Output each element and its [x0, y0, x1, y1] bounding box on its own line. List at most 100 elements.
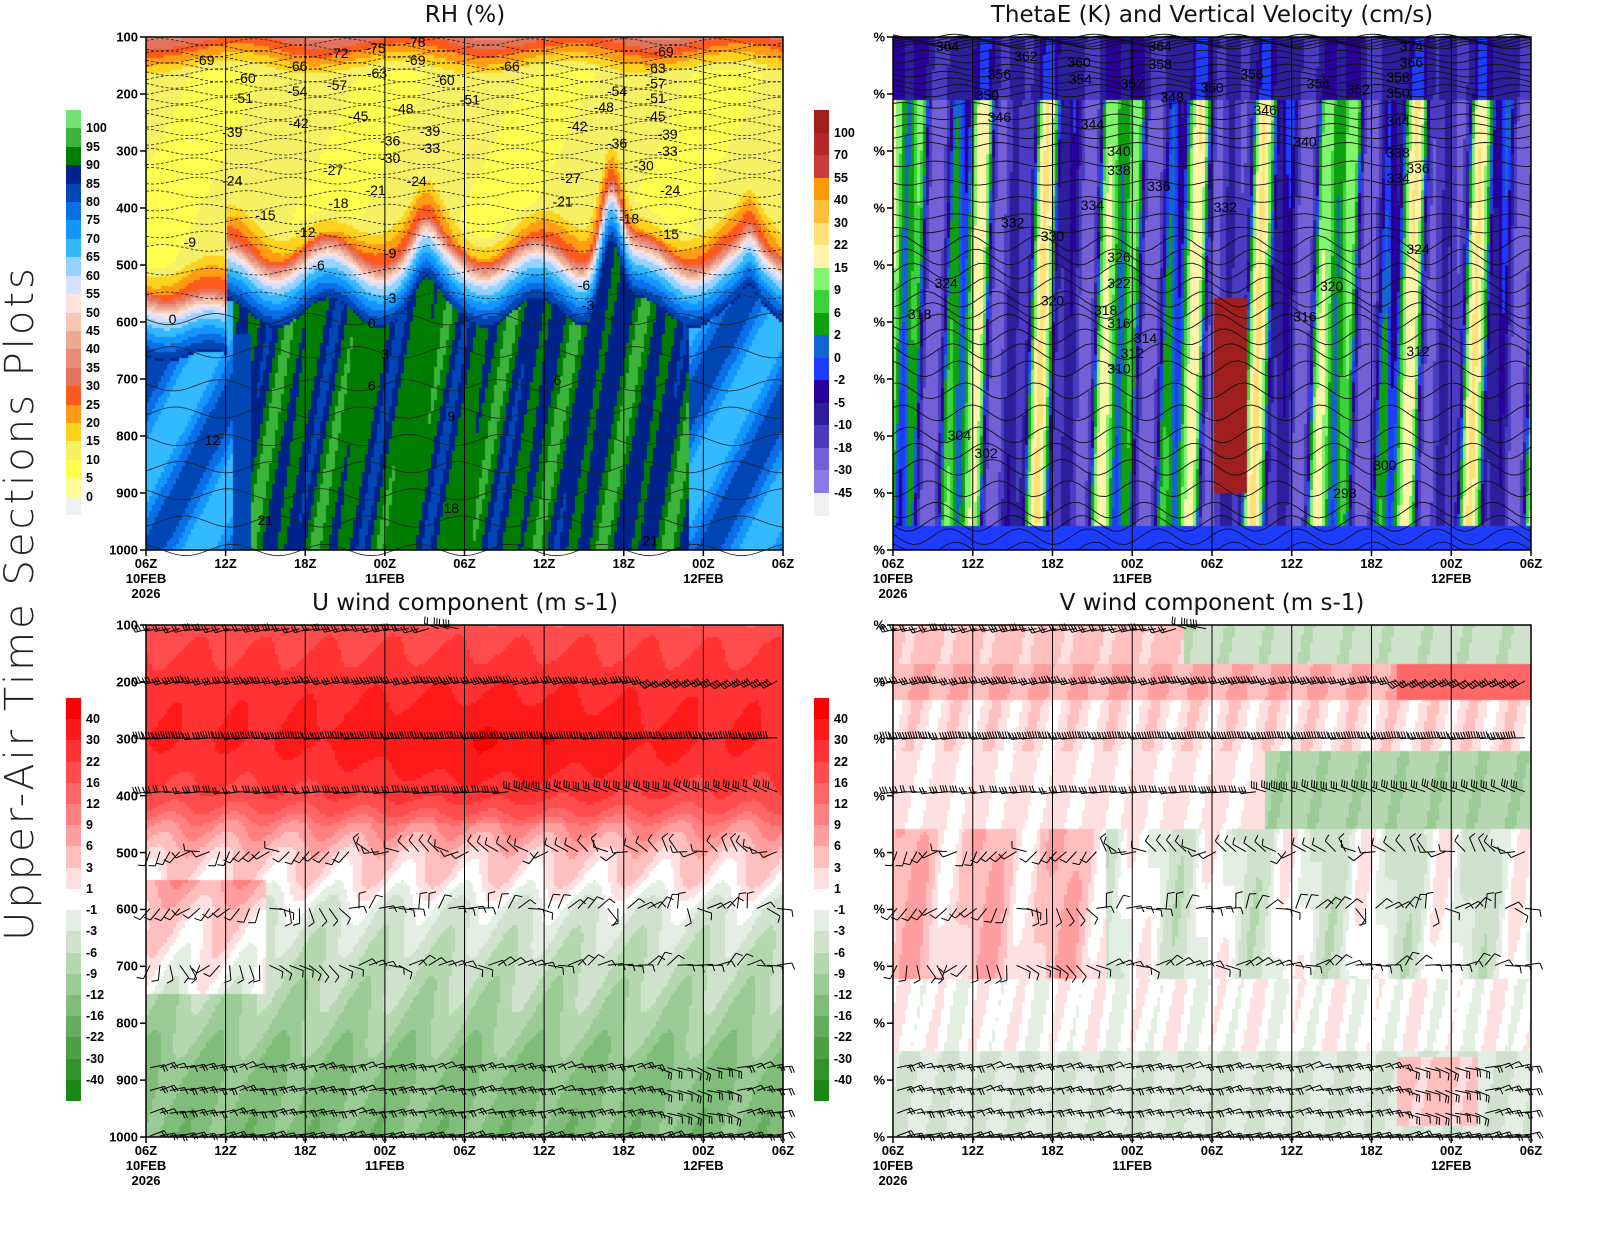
wind-barb [1218, 785, 1236, 793]
wind-barb [709, 731, 728, 740]
colorbar-rh: 100 95 90 85 80 75 70 65 60 55 50 45 40 35 30 25 20 15 10 5… [66, 110, 107, 516]
wind-barb [497, 893, 509, 909]
wind-barb [1097, 676, 1117, 686]
wind-barb [1325, 954, 1343, 966]
wind-barb [1305, 1084, 1325, 1092]
pressure-axis-label: 400 [116, 788, 138, 804]
wind-barb [642, 779, 658, 793]
wind-barb [1235, 1087, 1255, 1095]
wind-barb [1237, 786, 1256, 795]
wind-barb [1477, 833, 1486, 852]
wind-barb [199, 1109, 219, 1117]
wind-barb [1287, 731, 1306, 740]
wind-barb [1066, 1109, 1085, 1118]
wind-barb [1415, 1067, 1431, 1079]
wind-barb [1375, 964, 1393, 974]
colorbar-label: 1 [86, 881, 93, 896]
wind-barb [1494, 891, 1503, 909]
colorbar-label: 40 [834, 193, 848, 207]
wind-barb [514, 838, 529, 853]
wind-barb [729, 731, 748, 739]
colorbar-label: 3 [86, 860, 93, 875]
date-label: 10FEB [125, 1158, 167, 1173]
wind-barb [590, 731, 608, 740]
wind-barb [251, 731, 270, 739]
wind-barb [1115, 894, 1131, 909]
colorbar-vwind: 40 30 22 16 12 9 6 3 1 -1 -3 -6 -9 -12 -16 -22 -30 -40 [814, 698, 852, 1102]
wind-barb [1011, 840, 1027, 853]
wind-barb [1315, 1087, 1334, 1096]
colorbar-label: -9 [86, 966, 98, 981]
wind-barb [936, 1086, 956, 1094]
contour-label: 338 [1386, 145, 1410, 161]
wind-barb [388, 906, 407, 914]
contour-label: 350 [976, 87, 1000, 103]
wind-barb [1415, 1090, 1431, 1102]
wind-barb [1026, 907, 1042, 920]
wind-barb [381, 785, 399, 794]
wind-barb [1377, 731, 1396, 740]
wind-barb [309, 1063, 328, 1070]
wind-barb [251, 676, 270, 685]
wind-barb [1144, 834, 1157, 852]
wind-barb [687, 1090, 702, 1104]
wind-barb [149, 1085, 169, 1094]
colorbar-label: 15 [834, 260, 848, 275]
wind-barb [280, 676, 300, 686]
contour-label: -75 [365, 40, 385, 56]
wind-barb [650, 731, 668, 739]
wind-barb [450, 851, 469, 860]
year-label: 2026 [131, 1173, 161, 1188]
contour-label: -60 [434, 72, 454, 88]
wind-barb [564, 837, 579, 853]
pressure-axis-label: 200 [116, 86, 138, 102]
wind-barb [189, 1063, 209, 1072]
wind-barb [1048, 786, 1067, 794]
wind-barb [968, 676, 987, 685]
wind-barb [1278, 731, 1296, 739]
wind-barb [448, 905, 467, 913]
pressure-axis-label: 600 [116, 314, 138, 330]
wind-barb [1198, 731, 1217, 739]
contour-label: -42 [567, 118, 587, 134]
wind-barb [1096, 905, 1115, 913]
wind-barb [1355, 908, 1366, 927]
wind-barb [261, 676, 280, 685]
pressure-axis-label: 800 [116, 1015, 138, 1031]
wind-barb [1197, 676, 1217, 685]
wind-barb [1018, 677, 1037, 686]
contour-label: 354 [1307, 76, 1331, 92]
pressure-axis-label: % [873, 143, 885, 159]
colorbar-swatch [66, 275, 81, 295]
wind-barb [698, 678, 718, 689]
colorbar-uwind: 40 30 22 16 12 9 6 3 1 -1 -3 -6 -9 -12 -16 -22 -30 -40 [66, 698, 104, 1102]
wind-barb [1185, 894, 1200, 909]
wind-barb [776, 907, 794, 917]
wind-barb [1016, 1086, 1036, 1094]
wind-barb [554, 837, 569, 853]
colorbar-label: 6 [834, 305, 841, 320]
colorbar-label: 40 [834, 712, 848, 727]
time-tick-label: 06Z [771, 1143, 795, 1158]
wind-barb [1358, 908, 1367, 926]
wind-barb [1006, 1088, 1025, 1096]
wind-barb [929, 908, 948, 919]
time-axis-label: 00Z 12FEB [683, 556, 723, 586]
wind-barb [529, 676, 549, 684]
wind-barb [1370, 779, 1386, 793]
colorbar-swatch [66, 441, 81, 461]
plot-area-thetae: 364 362 360 358 364 356 354 352 350 348 350 356 354 3… [887, 33, 1532, 556]
wind-barb [1455, 902, 1474, 909]
wind-barb [166, 965, 174, 984]
wind-barb [251, 624, 270, 633]
wind-barb [1197, 851, 1217, 860]
wind-barb [241, 624, 260, 633]
time-axis-label: 18Z [1041, 556, 1063, 571]
wind-barb [976, 1107, 996, 1115]
wind-barb [697, 1090, 712, 1103]
wind-barb [1190, 618, 1207, 630]
wind-barb [1507, 731, 1526, 739]
wind-barb [998, 676, 1017, 685]
wind-barb [1455, 1090, 1471, 1101]
wind-barb [1177, 676, 1197, 685]
